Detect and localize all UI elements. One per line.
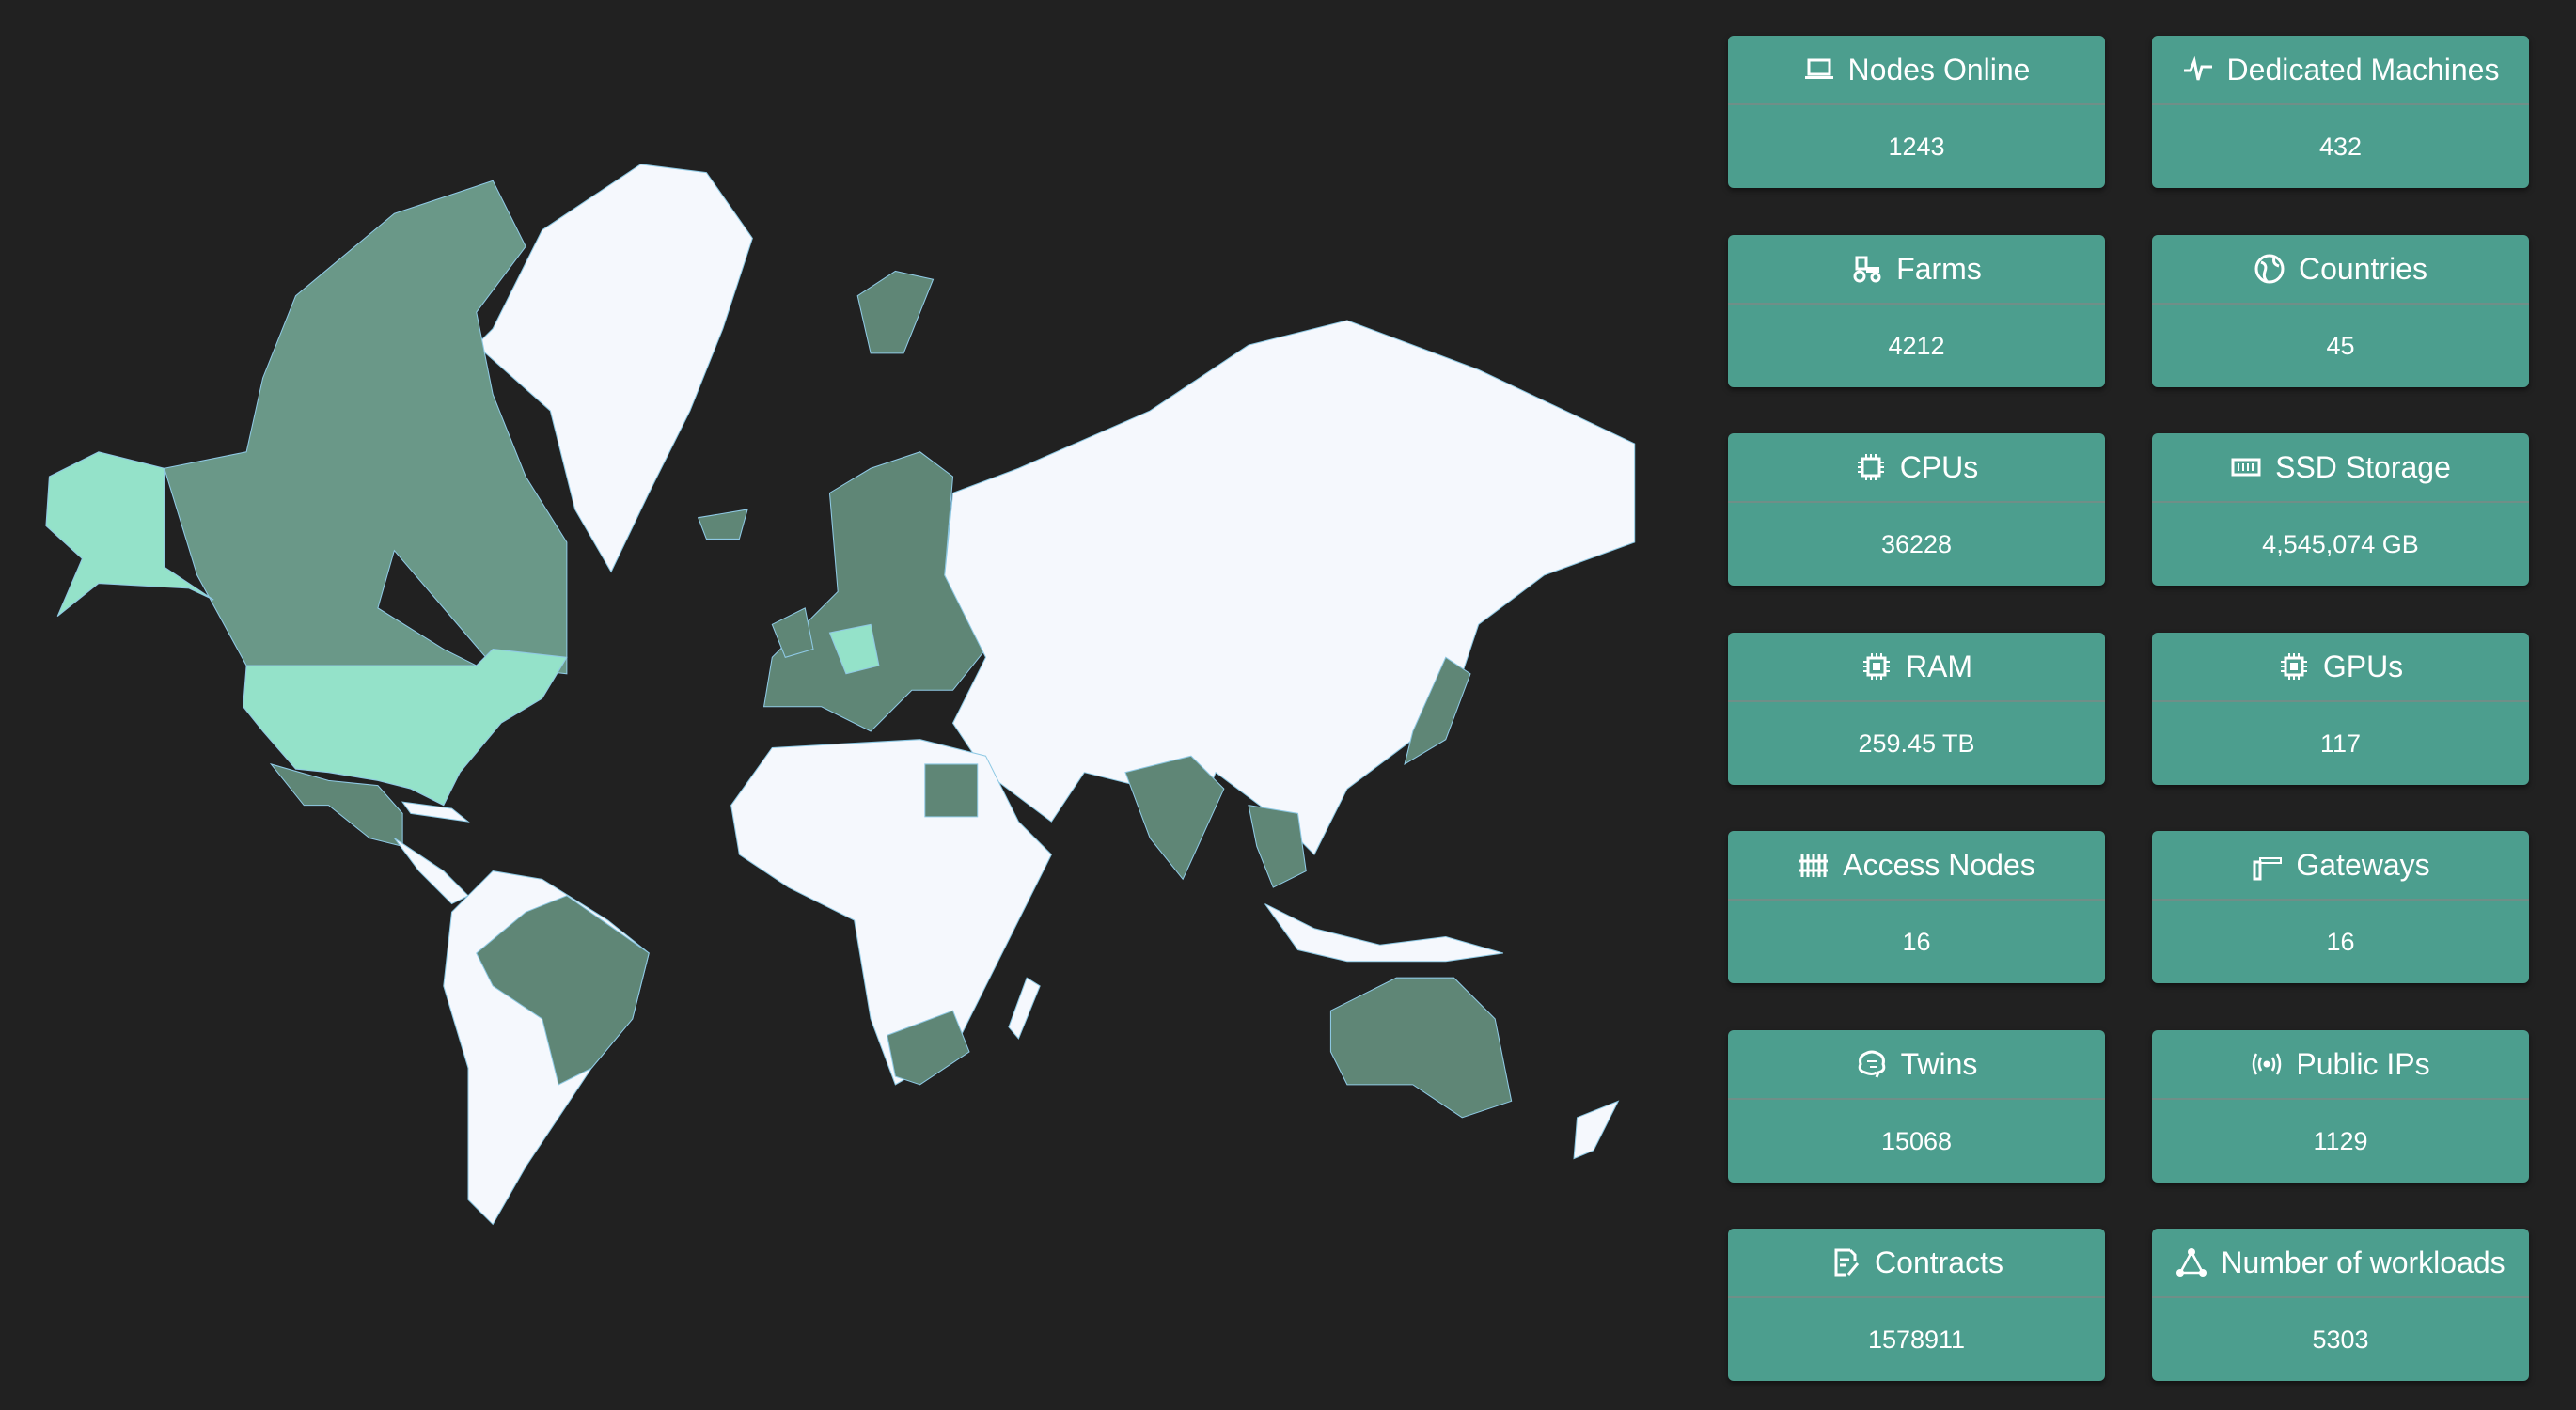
stat-card-farms: Farms 4212 [1728,235,2105,387]
stat-card-header: CPUs [1728,433,2105,503]
brain-icon [1856,1048,1888,1080]
stat-card-header: RAM [1728,633,2105,702]
africa[interactable] [730,739,1053,1086]
stat-label: Dedicated Machines [2226,52,2500,86]
stat-value: 36228 [1880,529,1953,558]
stat-card-header: Twins [1728,1030,2105,1100]
new-zealand[interactable] [1573,1100,1620,1160]
alaska[interactable] [45,451,214,618]
south-africa[interactable] [887,1010,970,1086]
stat-card-header: Number of workloads [2152,1229,2529,1298]
stat-value: 1243 [1888,132,1945,161]
stat-card-contracts: Contracts 1578911 [1728,1229,2105,1381]
stat-card-header: Access Nodes [1728,831,2105,901]
stat-card-access-nodes: Access Nodes 16 [1728,831,2105,983]
europe[interactable] [762,451,987,732]
stat-card-header: GPUs [2152,633,2529,702]
greenland[interactable] [475,164,753,573]
stat-label: Nodes Online [1847,52,2031,86]
stat-card-gpus: GPUs 117 [2152,633,2529,785]
cuba[interactable] [401,801,470,822]
uk[interactable] [771,607,814,658]
stat-card-gateways: Gateways 16 [2152,831,2529,983]
ssd-icon [2230,451,2262,483]
stat-card-header: Farms [1728,235,2105,305]
laptop-icon [1803,54,1835,86]
stat-value: 259.45 TB [1858,728,1975,758]
canada[interactable] [164,180,568,675]
stat-card-nodes-online: Nodes Online 1243 [1728,36,2105,188]
stat-value: 1129 [2313,1126,2368,1155]
stat-value: 45 [2326,331,2355,360]
broadcast-icon [2251,1048,2283,1080]
stat-value: 5303 [2312,1324,2369,1354]
australia[interactable] [1329,977,1513,1119]
contract-icon [1830,1246,1861,1278]
stat-value: 16 [1902,927,1931,956]
stat-card-header: Dedicated Machines [2152,36,2529,105]
stat-label: Number of workloads [2221,1245,2505,1279]
globe-icon [2254,253,2285,285]
germany[interactable] [828,623,880,675]
stat-label: Twins [1900,1046,1978,1081]
indonesia[interactable] [1264,903,1504,963]
stat-card-number-of-workloads: Number of workloads 5303 [2152,1229,2529,1381]
egypt[interactable] [924,763,979,818]
southeast-asia[interactable] [1248,805,1307,888]
stat-card-cpus: CPUs 36228 [1728,433,2105,586]
stat-card-public-ips: Public IPs 1129 [2152,1030,2529,1183]
stat-card-ssd-storage: SSD Storage 4,545,074 GB [2152,433,2529,586]
tractor-icon [1851,253,1883,285]
iceland[interactable] [697,509,748,540]
stat-label: Farms [1896,251,1982,286]
stat-value: 4212 [1888,331,1945,360]
stat-card-countries: Countries 45 [2152,235,2529,387]
svalbard[interactable] [856,270,935,354]
japan[interactable] [1404,656,1471,766]
stat-card-header: SSD Storage [2152,433,2529,503]
chip-icon [2278,650,2310,682]
stat-card-ram: RAM 259.45 TB [1728,633,2105,785]
stat-label: Contracts [1875,1245,2003,1279]
stat-value: 432 [2318,132,2363,161]
graph-icon [2175,1246,2207,1278]
cpu-icon [1855,451,1887,483]
stat-card-header: Gateways [2152,831,2529,901]
central-america[interactable] [393,838,469,905]
usa[interactable] [243,649,568,807]
stat-value: 4,545,074 GB [2262,529,2419,558]
stat-value: 15068 [1880,1126,1953,1155]
stat-card-header: Nodes Online [1728,36,2105,105]
stat-label: Public IPs [2296,1046,2430,1081]
stat-card-dedicated-machines: Dedicated Machines 432 [2152,36,2529,188]
stat-label: Access Nodes [1843,847,2035,882]
stat-label: Countries [2299,251,2427,286]
stat-value: 1578911 [1867,1324,1966,1354]
stat-value: 117 [2319,728,2362,758]
gate-icon [2251,849,2283,881]
chip-icon [1861,650,1893,682]
stat-value: 16 [2326,927,2355,956]
stat-card-header: Contracts [1728,1229,2105,1298]
stat-label: CPUs [1899,449,1979,484]
madagascar[interactable] [1008,977,1041,1040]
india[interactable] [1124,755,1225,881]
fence-icon [1798,849,1830,881]
stat-card-header: Public IPs [2152,1030,2529,1100]
stat-label: Gateways [2296,847,2430,882]
pulse-icon [2182,54,2214,86]
stat-label: GPUs [2322,649,2404,683]
stat-card-twins: Twins 15068 [1728,1030,2105,1183]
stat-card-header: Countries [2152,235,2529,305]
stat-label: SSD Storage [2275,449,2451,484]
asia[interactable] [944,320,1636,856]
brazil[interactable] [476,895,650,1086]
stat-label: RAM [1905,649,1973,683]
